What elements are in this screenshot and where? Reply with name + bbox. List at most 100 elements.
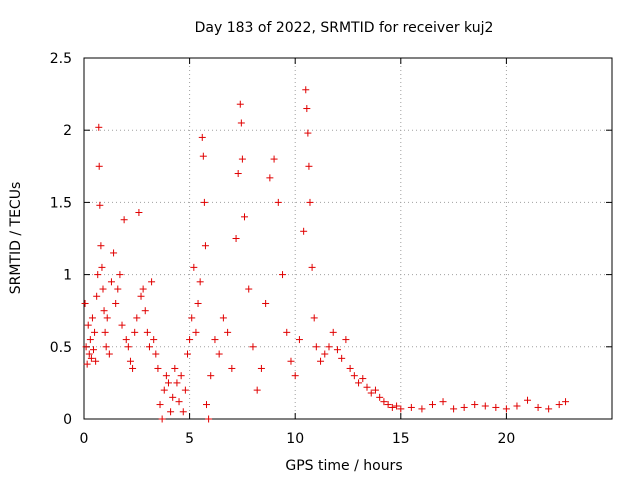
data-point [279,271,287,279]
data-point [114,285,122,293]
data-point [205,415,213,423]
data-point [183,350,191,358]
data-point [338,354,346,362]
data-point [312,343,320,351]
data-point [513,402,521,410]
x-tick-label: 0 [80,431,89,447]
data-point [126,357,134,365]
data-point [85,350,93,358]
data-point [167,408,175,416]
data-point [141,307,149,315]
y-tick-label: 2.5 [50,51,72,67]
data-point [107,278,115,286]
data-point [188,314,196,322]
data-point [91,328,99,336]
data-point [200,198,208,206]
data-point [199,152,207,160]
data-point [181,386,189,394]
y-tick-label: 0.5 [50,340,72,356]
data-point [270,155,278,163]
data-point [450,405,458,413]
x-axis-label: GPS time / hours [285,458,402,474]
data-point [164,379,172,387]
data-point [179,408,187,416]
data-point [562,398,570,406]
data-point [428,401,436,409]
y-tick-label: 1 [63,268,72,284]
data-point [228,364,236,372]
data-point [162,372,170,380]
y-tick-label: 0 [63,412,72,428]
data-point [201,242,209,250]
x-tick-label: 20 [497,431,515,447]
data-point [359,375,367,383]
data-point [524,396,532,404]
data-point [152,350,160,358]
data-point [283,328,291,336]
y-tick-label: 2 [63,123,72,139]
data-point [101,328,109,336]
data-point [502,405,510,413]
data-point [133,314,141,322]
data-point [321,350,329,358]
data-point [388,403,396,411]
data-point [300,227,308,235]
data-point [287,357,295,365]
data-point [84,321,92,329]
data-point [460,403,468,411]
data-point [215,350,223,358]
data-point [303,105,311,113]
data-point [363,383,371,391]
data-point [82,343,90,351]
x-tick-label: 15 [392,431,410,447]
data-point [534,403,542,411]
data-point [102,343,110,351]
data-point [234,170,242,178]
data-point [150,336,158,344]
data-point [186,336,194,344]
data-point [236,100,244,108]
data-point [384,401,392,409]
plot-frame [83,57,613,420]
data-point [190,263,198,271]
data-point [367,389,375,397]
data-point [342,336,350,344]
data-point [304,129,312,137]
data-point [116,271,124,279]
data-point [196,278,204,286]
data-point [124,343,132,351]
data-point [245,285,253,293]
data-point [96,201,104,209]
data-point [105,350,113,358]
data-point [393,402,401,410]
data-point [99,285,107,293]
data-point [274,198,282,206]
data-point [310,314,318,322]
data-point [257,364,265,372]
data-point [88,314,96,322]
data-point [129,364,137,372]
y-axis-label: SRMTID / TECUs [8,182,24,295]
data-point [158,415,166,423]
data-point [418,405,426,413]
data-point [139,285,147,293]
data-point [100,307,108,315]
data-point [305,162,313,170]
data-point [118,321,126,329]
data-point [97,242,105,250]
points-layer [81,86,570,423]
data-point [262,299,270,307]
data-point [93,292,101,300]
data-point [355,379,363,387]
tick-layer: 0 0.5 1 1.5 2 2.5 0 5 10 15 20 [50,51,612,447]
data-point [95,162,103,170]
data-point [112,299,120,307]
data-point [481,402,489,410]
grid-layer [84,58,612,419]
data-point [238,155,246,163]
data-point [237,119,245,127]
data-point [471,401,479,409]
data-point [98,263,106,271]
data-point [83,360,91,368]
data-point [171,364,179,372]
